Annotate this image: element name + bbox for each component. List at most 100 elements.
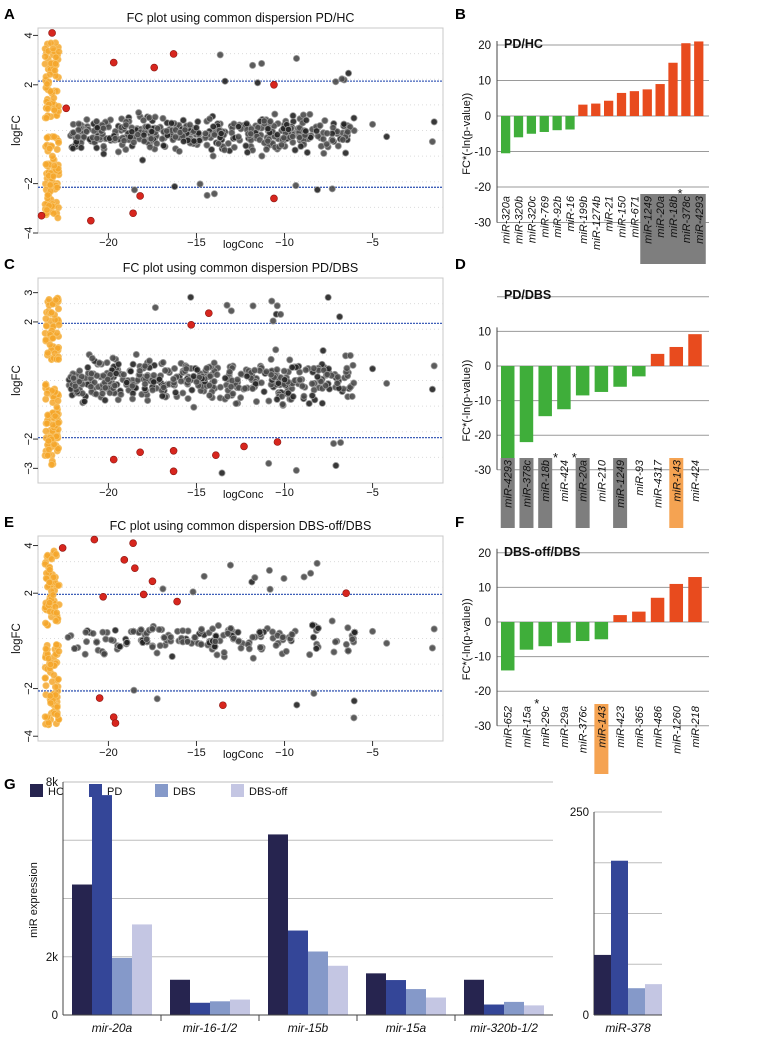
panel-f-category-label: miR-423	[615, 705, 627, 747]
panel-a-point-orange	[49, 172, 57, 180]
panel-c-point	[117, 390, 125, 398]
panel-d-bar	[632, 366, 646, 377]
panel-d-label-highlight	[519, 458, 534, 528]
panel-a-point	[313, 127, 321, 135]
panel-a-point	[278, 141, 286, 149]
panel-b-y-tick-label: 0	[485, 111, 491, 123]
panel-b-y-tick-label: 10	[478, 76, 491, 88]
panel-c-point	[272, 346, 280, 354]
panel-c-point-orange	[42, 427, 50, 435]
panel-f-bar	[613, 615, 627, 622]
panel-c-point	[237, 394, 245, 402]
panel-e-point-red	[58, 544, 67, 552]
panel-e-point	[89, 629, 97, 637]
panel-b-category-label: miR-320b	[514, 196, 526, 244]
panel-a-point-orange	[44, 105, 52, 113]
panel-a-point	[332, 78, 340, 86]
panel-a-point	[131, 186, 139, 194]
panel-e-point-orange	[53, 711, 61, 719]
panel-g-left-bar-hc	[268, 834, 288, 1015]
panel-b-bar	[629, 91, 640, 116]
panel-c-point-orange	[45, 445, 53, 454]
panel-a-point-red	[87, 216, 95, 225]
panel-a-point-red	[270, 81, 278, 89]
panel-a-point	[350, 114, 358, 122]
panel-b-bar	[578, 104, 588, 116]
panel-a-point	[303, 149, 311, 157]
panel-a-point-orange	[43, 134, 51, 142]
panel-b-bar	[681, 43, 691, 116]
panel-b-category-label: miR-769	[539, 196, 551, 238]
panel-a-point-orange	[48, 152, 56, 160]
panel-c-y-label: logFC	[11, 365, 23, 396]
panel-e-x-tick-label: −10	[275, 747, 294, 759]
panel-e-point	[430, 625, 438, 633]
panel-e-point	[428, 644, 436, 652]
panel-e-y-tick-label: 4	[23, 542, 35, 548]
panel-c-point	[383, 379, 391, 387]
panel-a-point	[302, 127, 310, 135]
panel-b-category-label: miR-150	[617, 195, 629, 237]
panel-b-bar	[616, 92, 627, 116]
panel-c-point-orange	[42, 336, 50, 344]
panel-f-y-tick-label: -10	[474, 652, 491, 664]
panel-g-left-bar-hc	[366, 973, 386, 1015]
panel-letter-c: C	[4, 256, 15, 273]
panel-e-point-orange	[46, 692, 54, 700]
panel-c-point	[210, 359, 218, 367]
panel-b-category-label: miR-21	[604, 196, 616, 231]
panel-c-point	[273, 302, 281, 310]
panel-a-point	[171, 133, 179, 141]
panel-c-point	[179, 389, 187, 397]
panel-e-point	[197, 640, 205, 648]
panel-a-point	[140, 131, 148, 139]
panel-a-point-red	[62, 104, 70, 113]
panel-c-point-orange	[44, 411, 52, 419]
panel-f-category-label: miR-143	[596, 705, 608, 747]
panel-c-point	[182, 365, 190, 373]
panel-e-point	[160, 634, 168, 642]
panel-b-bar	[513, 116, 524, 138]
panel-e-point	[83, 638, 91, 646]
panel-a-y-tick-label: 2	[23, 82, 35, 88]
panel-c-point	[233, 376, 241, 384]
panel-a-point	[175, 147, 183, 155]
panel-e-point	[153, 649, 161, 657]
panel-b-bar	[565, 116, 575, 130]
panel-f-y-tick-label: -20	[474, 686, 491, 698]
panel-a-point	[217, 130, 225, 138]
panel-c-point	[70, 374, 78, 382]
panel-b-category-label: miR-320a	[501, 196, 513, 244]
panel-e-point-orange	[55, 647, 63, 655]
panel-g-left-bar-hc	[72, 884, 92, 1015]
panel-a-point	[280, 134, 288, 142]
panel-d-category-label: miR-210	[596, 459, 608, 501]
panel-c-point-red	[109, 455, 118, 464]
panel-c-point	[349, 361, 357, 369]
panel-e-y-tick-label: 2	[23, 590, 35, 596]
panel-c-point-orange	[42, 315, 50, 323]
panel-c-point	[298, 382, 306, 390]
panel-c-point	[310, 364, 318, 372]
panel-e-point	[344, 624, 352, 632]
panel-e-point	[251, 574, 259, 582]
panel-a-point	[216, 51, 224, 59]
panel-c-point	[262, 368, 270, 376]
panel-a-point-orange	[51, 66, 59, 75]
panel-c-point-orange	[44, 349, 52, 357]
panel-c-point	[114, 360, 122, 368]
panel-c-point-orange	[43, 389, 51, 398]
panel-g-y-label: miR expression	[28, 862, 40, 938]
panel-c-point	[187, 293, 195, 301]
panel-e-point-red	[342, 589, 350, 598]
panel-a-point	[215, 140, 223, 148]
panel-a-point	[320, 149, 328, 157]
panel-b-bar	[694, 41, 704, 117]
panel-a-point-orange	[43, 206, 51, 214]
panel-e-point	[306, 651, 314, 659]
panel-d-bar	[594, 366, 609, 392]
panel-g-left-bar-dbs	[308, 951, 328, 1015]
panel-g-left-bar-hc	[464, 979, 484, 1015]
panel-a-point	[430, 118, 438, 126]
